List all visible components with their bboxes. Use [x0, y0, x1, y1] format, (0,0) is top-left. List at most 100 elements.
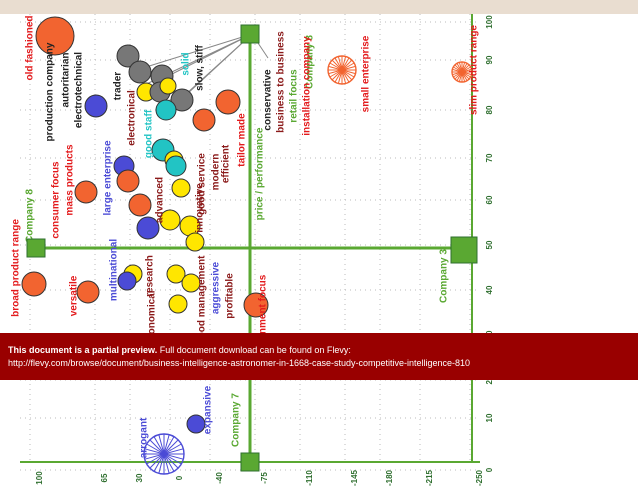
arrogant-burst-ray — [163, 448, 184, 455]
arrogant-burst-ray — [149, 453, 165, 469]
axis-label: government focus — [258, 274, 269, 361]
y-tick-label: 0 — [485, 467, 494, 472]
arrogant-burst-ray — [163, 443, 182, 455]
small-enterprise-burst-ray — [341, 56, 347, 71]
point-label: aggressive — [211, 261, 222, 314]
x-tick-label: -75 — [260, 472, 269, 484]
arrogant-burst-ray — [163, 453, 184, 460]
axis-label: price / performance — [255, 127, 266, 220]
point-label: expansive — [203, 385, 214, 434]
small-enterprise-burst-ray — [329, 62, 343, 71]
x-tick-label: -250 — [475, 469, 484, 486]
slim-product-burst-ray — [461, 68, 472, 73]
bubble-yellow-31 — [181, 273, 201, 293]
small-enterprise-burst-ray — [341, 57, 350, 71]
bubble-blue-27 — [117, 271, 137, 291]
x-tick-label: -215 — [425, 469, 434, 486]
point-label: old fashioned — [25, 16, 36, 81]
small-enterprise-burst-ray — [334, 69, 343, 83]
arrogant-burst-ray — [146, 443, 165, 455]
point-label: efficient — [221, 144, 232, 183]
small-enterprise-burst-ray — [331, 69, 343, 81]
x-tick-label: -180 — [385, 469, 394, 486]
arrogant-burst-ray — [163, 453, 170, 474]
point-label: electronical — [127, 90, 138, 146]
small-enterprise-burst-ray — [334, 57, 343, 71]
bubble-teal-9 — [155, 99, 177, 121]
company-marker-3 — [240, 452, 260, 472]
small-enterprise-burst-ray — [341, 69, 350, 83]
banner-bold: This document is a partial preview. — [8, 345, 158, 355]
arrogant-burst-ray — [163, 434, 170, 455]
bubble-grey-3 — [128, 60, 152, 84]
point-label: research — [145, 255, 156, 297]
small-enterprise-burst-ray — [341, 62, 355, 71]
bubble-yellow-7 — [159, 77, 177, 95]
y-tick-label: 90 — [485, 55, 494, 64]
axis-label: conservative — [263, 69, 274, 131]
bubble-orange-14 — [74, 180, 98, 204]
small-enterprise-burst-ray — [329, 69, 343, 78]
banner-link[interactable]: http://flevy.com/browse/document/busines… — [8, 358, 471, 368]
bubble-grey-8 — [170, 88, 194, 112]
point-label: good staff — [144, 109, 155, 158]
bubble-orange-11 — [192, 108, 216, 132]
bubble-blue-33 — [186, 414, 206, 434]
point-label: economical — [147, 290, 158, 345]
company-marker-0 — [240, 24, 260, 44]
arrogant-burst-ray — [146, 453, 165, 465]
small-enterprise-burst — [327, 55, 357, 85]
small-enterprise-burst-ray — [341, 59, 353, 71]
arrogant-burst-ray — [163, 453, 179, 469]
company-label: Company 7 — [231, 393, 242, 447]
point-label: autoritarian — [61, 52, 72, 107]
x-tick-label: 100 — [35, 471, 44, 485]
y-tick-label: 100 — [485, 15, 494, 29]
point-label: modern — [211, 154, 222, 191]
bubble-yellow-21 — [159, 209, 181, 231]
bubble-orange-0 — [35, 16, 75, 56]
company-label: Company 8 — [25, 189, 36, 243]
small-enterprise-burst-ray — [341, 69, 355, 78]
x-tick-label: -145 — [350, 469, 359, 486]
point-label: mass products — [65, 144, 76, 216]
company-marker-1 — [26, 238, 46, 258]
point-label: tailor made — [237, 113, 248, 167]
point-label: good management — [197, 255, 208, 345]
bubble-yellow-29 — [168, 294, 188, 314]
arrogant-burst — [143, 433, 185, 475]
small-enterprise-burst-ray — [328, 69, 343, 75]
point-label: solid — [181, 52, 192, 75]
point-label: trader — [113, 72, 124, 100]
y-tick-label: 10 — [485, 413, 494, 422]
y-tick-label: 40 — [485, 285, 494, 294]
top-band — [0, 0, 638, 14]
bubble-orange-19 — [128, 193, 152, 217]
point-label: electrotechnical — [74, 52, 85, 128]
point-label: arrogant — [139, 417, 150, 458]
arrogant-burst-ray — [163, 453, 175, 472]
bubble-yellow-28 — [166, 264, 186, 284]
point-label: broad product range — [11, 219, 22, 317]
x-tick-label: 0 — [175, 475, 184, 480]
x-tick-label: -40 — [215, 472, 224, 484]
arrogant-burst-ray — [144, 453, 165, 460]
small-enterprise-burst-ray — [341, 69, 353, 81]
y-tick-label: 60 — [485, 195, 494, 204]
point-label: profitable — [225, 273, 236, 319]
small-enterprise-burst-ray — [341, 65, 356, 71]
arrogant-burst-ray — [153, 453, 165, 472]
bubble-teal-17 — [165, 155, 187, 177]
company-label: Company 3 — [439, 249, 450, 303]
bubble-orange-10 — [215, 89, 241, 115]
preview-banner: This document is a partial preview. Full… — [0, 333, 638, 380]
bubble-orange-25 — [76, 280, 100, 304]
point-label: small enterprise — [361, 35, 372, 112]
point-label: good service — [197, 153, 208, 215]
slim-product-burst — [451, 61, 473, 83]
bubble-orange-30 — [243, 292, 269, 318]
point-label: multinational — [109, 239, 120, 301]
arrogant-burst-ray — [163, 439, 179, 455]
